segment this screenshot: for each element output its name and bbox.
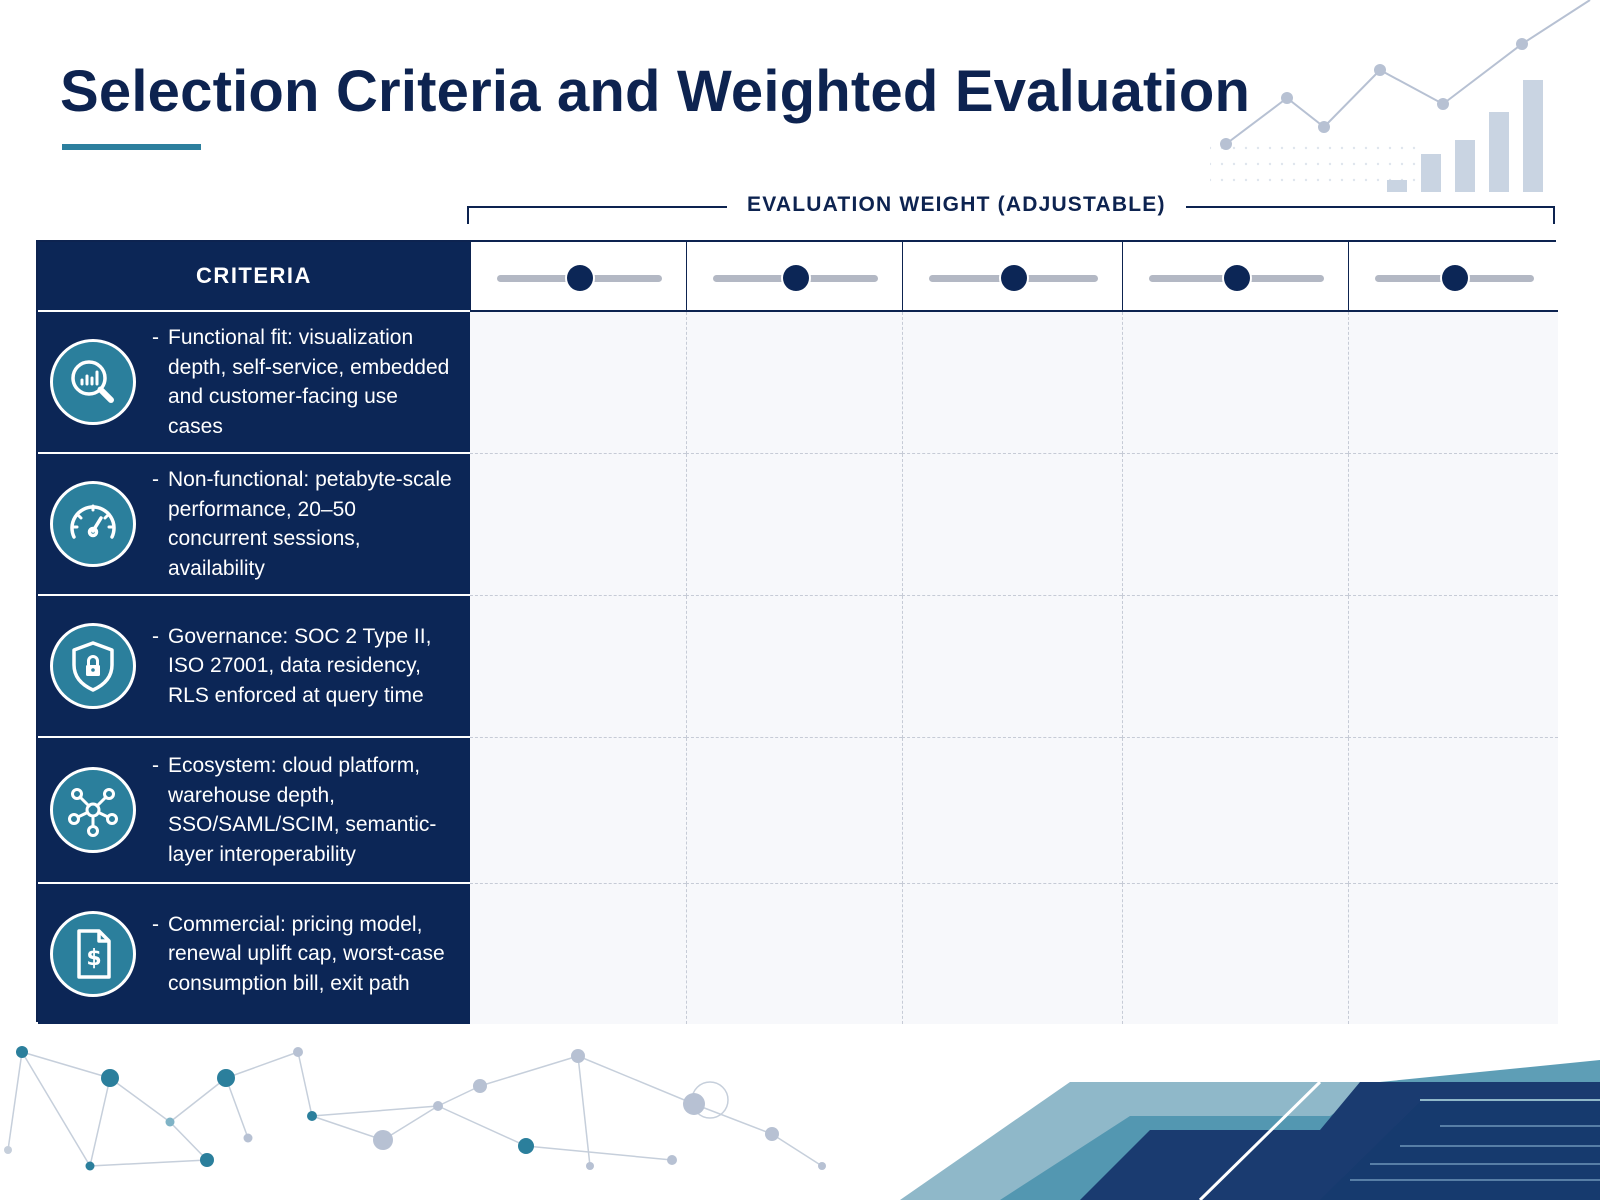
weight-cell[interactable]	[1348, 454, 1558, 596]
network-hub-icon	[50, 767, 136, 853]
decorative-point	[1318, 121, 1330, 133]
decorative-bar	[1421, 154, 1441, 192]
shield-lock-icon	[50, 623, 136, 709]
criteria-header: CRITERIA	[38, 242, 470, 312]
weight-cell[interactable]	[686, 884, 902, 1024]
criterion-non-functional: - Non-functional: petabyte-scale perform…	[38, 454, 470, 596]
weight-cell[interactable]	[1122, 738, 1348, 884]
bullet-dash: -	[152, 912, 159, 936]
weight-slider-cell	[686, 242, 902, 312]
weight-cell[interactable]	[902, 454, 1122, 596]
bullet-dash: -	[152, 326, 159, 349]
evaluation-table: CRITERIA - Functional fit: visualization…	[36, 240, 1558, 1024]
decorative-network-graphic	[4, 1046, 826, 1171]
criterion-text: Governance: SOC 2 Type II, ISO 27001, da…	[168, 624, 432, 707]
title-accent-line	[62, 144, 201, 150]
weight-cell[interactable]	[1348, 738, 1558, 884]
gauge-icon	[50, 481, 136, 567]
weight-cell[interactable]	[470, 884, 686, 1024]
weight-cell[interactable]	[470, 454, 686, 596]
search-chart-icon	[50, 339, 136, 425]
weight-cell[interactable]	[1348, 312, 1558, 454]
weight-cell[interactable]	[686, 596, 902, 738]
criterion-governance: - Governance: SOC 2 Type II, ISO 27001, …	[38, 596, 470, 738]
slider-thumb[interactable]	[1441, 265, 1468, 291]
bullet-dash: -	[152, 754, 159, 777]
weight-slider[interactable]	[497, 265, 662, 291]
slider-thumb[interactable]	[782, 265, 809, 291]
decorative-point	[1437, 98, 1449, 110]
decorative-point	[1281, 92, 1293, 104]
weight-cell[interactable]	[470, 596, 686, 738]
weight-cell[interactable]	[686, 312, 902, 454]
page-title: Selection Criteria and Weighted Evaluati…	[60, 59, 1251, 124]
weight-cell[interactable]	[902, 312, 1122, 454]
weight-cell[interactable]	[1122, 454, 1348, 596]
bullet-dash: -	[152, 624, 159, 648]
weight-slider-cell	[470, 242, 686, 312]
decorative-bar	[1489, 112, 1509, 192]
weight-slider-cell	[1348, 242, 1558, 312]
criterion-text: Commercial: pricing model, renewal uplif…	[168, 912, 445, 995]
criterion-text: Ecosystem: cloud platform, warehouse dep…	[168, 754, 437, 866]
decorative-point	[1374, 64, 1386, 76]
weight-cell[interactable]	[902, 596, 1122, 738]
criterion-text: Functional fit: visualization depth, sel…	[168, 326, 450, 438]
weight-slider[interactable]	[1149, 265, 1324, 291]
weight-cell[interactable]	[902, 884, 1122, 1024]
svg-text:$: $	[86, 946, 101, 971]
weight-cell[interactable]	[470, 738, 686, 884]
weight-slider[interactable]	[929, 265, 1098, 291]
weight-slider-cell	[1122, 242, 1348, 312]
decorative-bar	[1387, 180, 1407, 192]
decorative-chart-graphic	[1210, 0, 1591, 192]
weight-cell[interactable]	[902, 738, 1122, 884]
weight-slider[interactable]	[1375, 265, 1534, 291]
criterion-text: Non-functional: petabyte-scale performan…	[168, 468, 452, 580]
slider-thumb[interactable]	[1223, 265, 1250, 291]
decorative-dot-grid	[1210, 146, 1416, 182]
bullet-dash: -	[152, 468, 159, 491]
weight-cell[interactable]	[1348, 884, 1558, 1024]
weight-cell[interactable]	[1122, 884, 1348, 1024]
invoice-dollar-icon: $	[50, 911, 136, 997]
decorative-point	[1220, 138, 1232, 150]
weight-slider[interactable]	[713, 265, 878, 291]
weight-header-label: EVALUATION WEIGHT (ADJUSTABLE)	[727, 193, 1186, 217]
decorative-point	[1516, 38, 1528, 50]
criterion-commercial: $ - Commercial: pricing model, renewal u…	[38, 884, 470, 1024]
weight-cell[interactable]	[1122, 312, 1348, 454]
slider-thumb[interactable]	[566, 265, 593, 291]
decorative-bar	[1455, 140, 1475, 192]
decorative-corner-shapes	[900, 1060, 1600, 1200]
slider-thumb[interactable]	[1000, 265, 1027, 291]
weight-slider-cell	[902, 242, 1122, 312]
weight-cell[interactable]	[686, 454, 902, 596]
criterion-functional-fit: - Functional fit: visualization depth, s…	[38, 312, 470, 454]
weight-cell[interactable]	[686, 738, 902, 884]
weight-cell[interactable]	[1122, 596, 1348, 738]
weight-cell[interactable]	[1348, 596, 1558, 738]
criterion-ecosystem: - Ecosystem: cloud platform, warehouse d…	[38, 738, 470, 884]
decorative-bar	[1523, 80, 1543, 192]
weight-cell[interactable]	[470, 312, 686, 454]
